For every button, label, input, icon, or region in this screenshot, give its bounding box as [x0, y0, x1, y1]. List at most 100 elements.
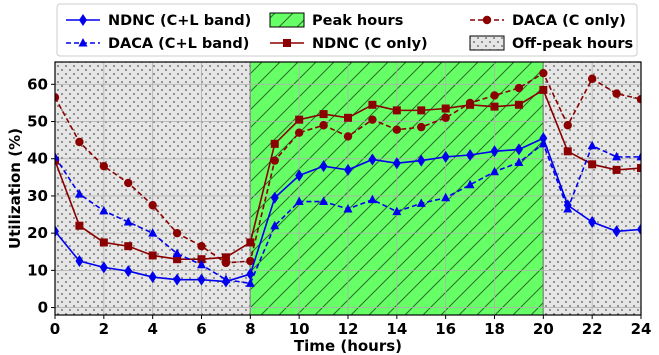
- data-point: [490, 102, 499, 111]
- legend-item: NDNC (C only): [270, 36, 428, 52]
- data-point: [417, 106, 426, 115]
- data-point: [344, 163, 352, 176]
- data-point: [221, 274, 231, 284]
- data-point: [490, 145, 499, 158]
- data-point: [588, 215, 597, 228]
- x-tick-label: 6: [196, 320, 206, 338]
- data-point: [319, 196, 329, 206]
- data-point: [173, 273, 182, 286]
- data-point: [99, 161, 109, 171]
- data-point: [636, 151, 641, 161]
- data-point: [343, 132, 353, 141]
- data-point: [587, 74, 597, 83]
- data-point: [221, 253, 230, 262]
- x-tick-label: 4: [147, 320, 157, 338]
- x-tick-label: 0: [50, 320, 60, 338]
- data-point: [636, 95, 641, 104]
- x-tick-label: 12: [338, 320, 359, 338]
- data-point: [55, 225, 59, 238]
- data-point: [294, 128, 304, 137]
- data-point: [490, 91, 499, 100]
- series-daca-c-l-band: [55, 138, 641, 287]
- y-tick-label: 60: [27, 75, 48, 93]
- data-point: [295, 169, 304, 182]
- legend-item: Peak hours: [269, 12, 403, 29]
- data-point: [172, 248, 182, 258]
- data-point: [465, 179, 475, 189]
- data-point: [539, 85, 548, 94]
- y-axis-label: Utilization (%): [6, 128, 24, 249]
- legend-item: Off-peak hours: [469, 35, 633, 52]
- data-point: [563, 121, 572, 130]
- legend: NDNC (C+L band) DACA (C+L band) Peak hours…: [56, 3, 638, 57]
- legend-label: DACA (C+L band): [108, 36, 249, 52]
- x-axis-label: Time (hours): [294, 337, 402, 355]
- data-point: [392, 206, 402, 216]
- legend-swatch-offpeak: [469, 35, 505, 51]
- data-point: [441, 113, 450, 123]
- data-point: [148, 201, 157, 210]
- data-point: [294, 196, 304, 206]
- data-point: [343, 203, 353, 213]
- data-point: [75, 221, 84, 230]
- data-point: [392, 125, 402, 134]
- data-point: [124, 242, 133, 251]
- data-point: [482, 15, 492, 25]
- data-point: [637, 164, 641, 173]
- data-point: [368, 153, 377, 166]
- data-point: [99, 261, 108, 274]
- data-point: [221, 258, 231, 268]
- data-point: [416, 198, 426, 207]
- data-point: [319, 110, 328, 119]
- data-point: [563, 147, 572, 156]
- data-point: [124, 265, 133, 278]
- x-tick-label: 2: [99, 320, 109, 338]
- data-point: [197, 241, 206, 251]
- data-point: [392, 157, 401, 170]
- data-point: [587, 140, 597, 150]
- data-point: [514, 83, 524, 93]
- series-ndnc-c-l-band: [55, 132, 641, 288]
- legend-item: NDNC (C+L band): [66, 13, 251, 29]
- data-point: [270, 156, 279, 165]
- y-tick-label: 0: [38, 299, 48, 317]
- x-tick-label: 16: [435, 320, 456, 338]
- data-point: [79, 14, 87, 26]
- data-point: [55, 151, 60, 161]
- data-point: [514, 157, 524, 166]
- data-point: [368, 100, 377, 109]
- data-point: [367, 194, 377, 204]
- data-point: [123, 216, 133, 226]
- data-point: [78, 38, 88, 47]
- data-point: [466, 149, 475, 162]
- data-point: [417, 122, 426, 132]
- data-point: [148, 228, 158, 237]
- data-point: [124, 178, 133, 188]
- data-point: [148, 271, 157, 284]
- data-point: [539, 132, 548, 145]
- data-point: [99, 205, 109, 215]
- y-tick-label: 30: [27, 187, 48, 205]
- data-point: [75, 137, 84, 147]
- y-tick-label: 10: [27, 261, 48, 279]
- data-point: [368, 115, 377, 124]
- data-point: [417, 154, 426, 167]
- x-tick-label: 8: [245, 320, 255, 338]
- data-point: [563, 203, 573, 213]
- x-tick-label: 14: [386, 320, 407, 338]
- legend-label: NDNC (C only): [312, 36, 428, 52]
- series-daca-c-only: [55, 68, 641, 268]
- data-point: [75, 255, 84, 268]
- data-point: [612, 165, 621, 174]
- data-point: [538, 138, 548, 148]
- data-point: [197, 273, 206, 286]
- y-tick-label: 40: [27, 150, 48, 168]
- data-point: [246, 268, 255, 281]
- legend-item: DACA (C+L band): [66, 36, 249, 52]
- data-point: [99, 238, 108, 247]
- data-point: [465, 98, 475, 108]
- series-ndnc-c-only: [55, 85, 641, 264]
- data-point: [344, 113, 352, 122]
- legend-label: Off-peak hours: [512, 36, 633, 52]
- legend-label: DACA (C only): [512, 13, 626, 29]
